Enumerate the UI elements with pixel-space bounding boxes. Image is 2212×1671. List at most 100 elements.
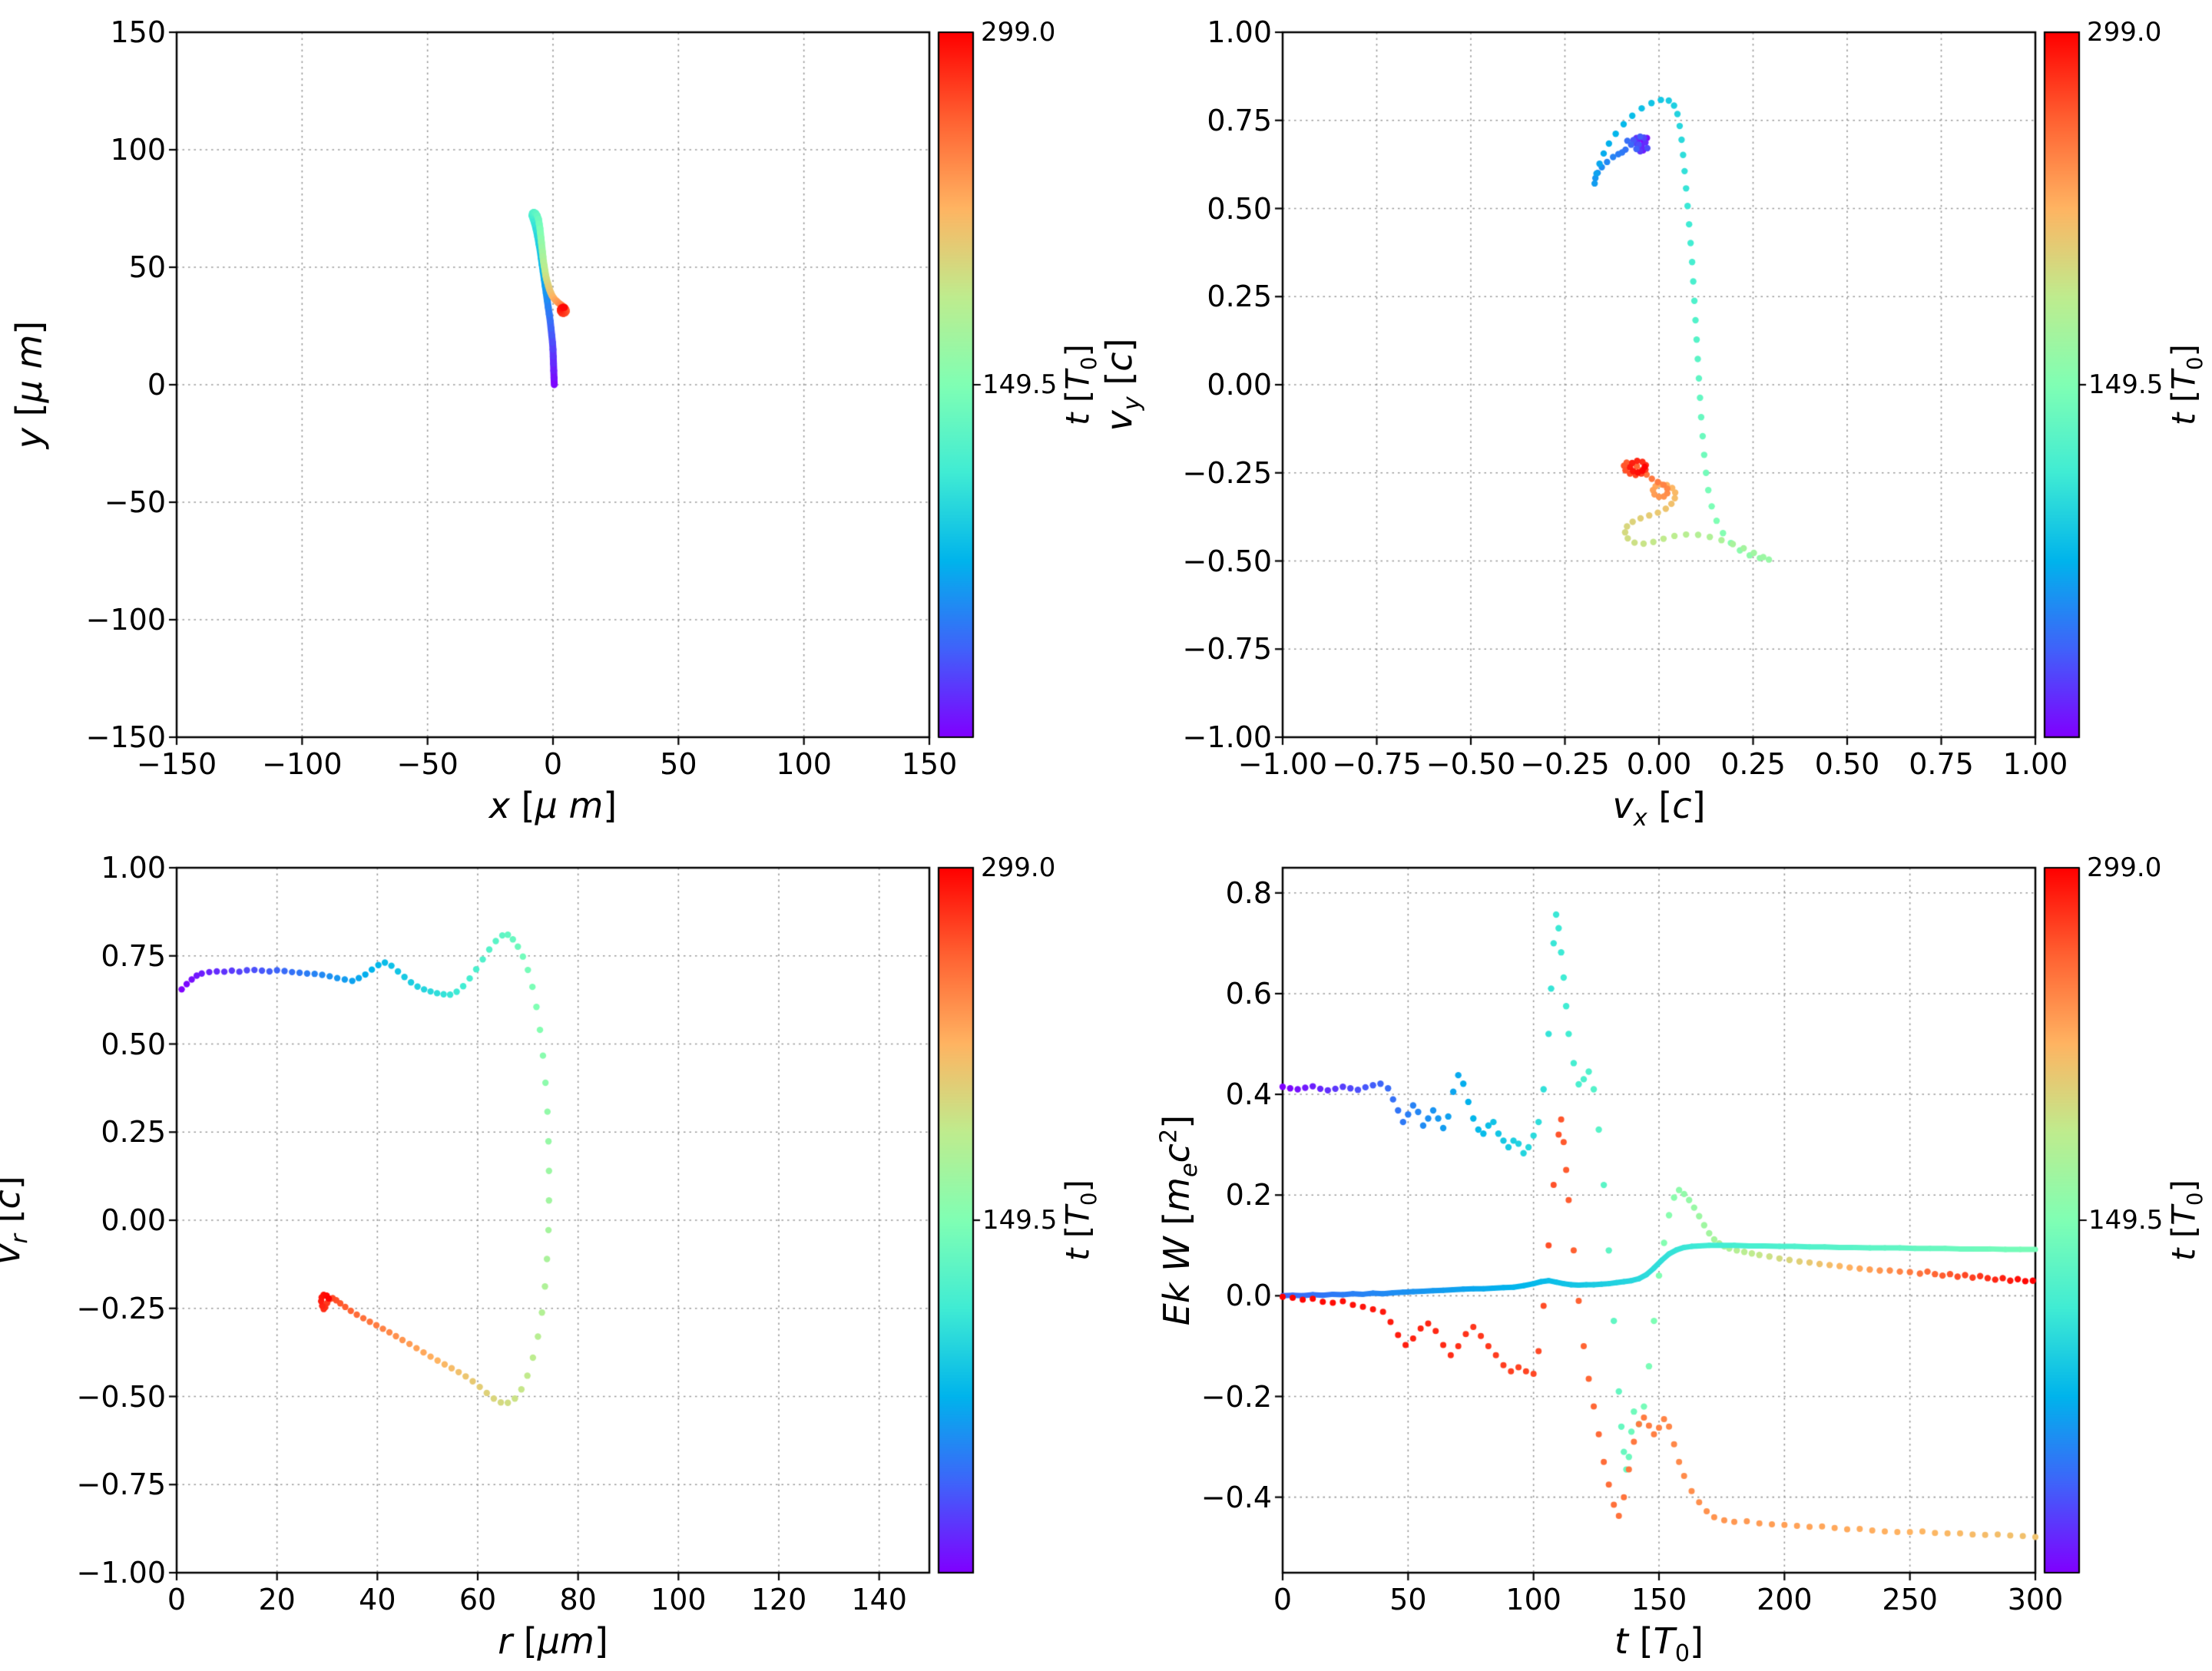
label-segment: T — [1653, 1620, 1675, 1662]
ytick-label: 0.6 — [1225, 976, 1272, 1011]
ytick-label: −0.25 — [76, 1291, 166, 1325]
colorbar-max-label: 299.0 — [2087, 17, 2162, 48]
label-segment: e — [1176, 1163, 1204, 1178]
xtick-label: −0.75 — [1332, 747, 1422, 781]
xtick-label: 200 — [1757, 1583, 1813, 1616]
xtick-label: 150 — [901, 747, 958, 781]
label-segment: 0 — [1674, 1640, 1690, 1668]
yaxis-label: vy [c] — [1098, 338, 1145, 432]
xtick-label: 0.25 — [1720, 747, 1786, 781]
xtick-label: 0 — [167, 1583, 187, 1616]
xaxis-label: x [μ m] — [489, 788, 617, 823]
label-segment: v — [0, 1244, 28, 1265]
label-segment: t — [2164, 412, 2203, 425]
ytick-label: 0.50 — [1207, 191, 1272, 226]
velocity-vxvy-canvas — [1106, 0, 2212, 836]
ytick-label: 1.00 — [1207, 15, 1272, 49]
label-segment: [ — [1058, 389, 1097, 413]
xtick-label: 140 — [851, 1583, 907, 1616]
label-segment: [ — [1058, 1225, 1097, 1249]
xtick-label: −0.50 — [1426, 747, 1516, 781]
label-segment: ] — [594, 1620, 608, 1662]
ytick-label: −0.50 — [76, 1379, 166, 1414]
ytick-label: −0.25 — [1182, 455, 1272, 490]
label-segment: Ek W — [1155, 1236, 1197, 1326]
label-segment: [ — [2164, 389, 2203, 413]
xtick-label: −50 — [396, 747, 459, 781]
label-segment: [ — [1628, 1620, 1654, 1662]
colorbar-max-label: 299.0 — [2087, 852, 2162, 883]
label-segment: 0 — [1075, 356, 1101, 371]
label-segment: [ — [512, 1620, 538, 1662]
label-segment: r — [498, 1620, 513, 1662]
colorbar-axis-label: t [T0] — [1058, 344, 1101, 425]
colorbar-axis-label: t [T0] — [2164, 344, 2207, 425]
ytick-label: 50 — [128, 250, 166, 284]
xtick-label: −0.25 — [1520, 747, 1610, 781]
yaxis-label: y [μ m] — [8, 321, 50, 448]
xtick-label: 0.00 — [1626, 747, 1692, 781]
ytick-label: −0.4 — [1200, 1480, 1272, 1514]
panel-radius-vr: 0 20 40 60 80 100 120 140 −1.00 −0.75 −0.50 −0.25 0.… — [0, 836, 1106, 1671]
label-segment: t — [1058, 412, 1097, 425]
ytick-label: 0.75 — [101, 938, 166, 973]
radius-vr-canvas — [0, 836, 1106, 1671]
label-segment: c — [1672, 785, 1692, 826]
label-segment: ] — [1058, 344, 1097, 357]
label-segment: c — [1098, 352, 1141, 372]
colorbar-max-label: 299.0 — [981, 17, 1056, 48]
xtick-label: −150 — [136, 747, 217, 781]
ytick-label: 0.0 — [1225, 1279, 1272, 1313]
label-segment: ] — [8, 320, 50, 335]
ytick-label: 0.2 — [1225, 1178, 1272, 1213]
xtick-label: 150 — [1631, 1583, 1687, 1616]
label-segment: x — [1633, 805, 1647, 832]
label-segment: t — [2164, 1248, 2203, 1261]
label-segment: t — [1058, 1248, 1097, 1261]
ytick-label: −150 — [85, 720, 166, 754]
label-segment: ] — [1098, 338, 1141, 352]
label-segment: ] — [2164, 1180, 2203, 1193]
label-segment: T — [1058, 1206, 1097, 1226]
label-segment: [ — [8, 402, 50, 417]
ytick-label: −0.50 — [1182, 544, 1272, 578]
label-segment: ] — [1690, 1620, 1704, 1662]
ytick-label: 0.25 — [101, 1115, 166, 1150]
label-segment: v — [1098, 410, 1141, 432]
xtick-label: 0.50 — [1814, 747, 1880, 781]
ytick-label: 0.4 — [1225, 1077, 1272, 1112]
colorbar-axis-label: t [T0] — [1058, 1180, 1101, 1261]
label-segment: [ — [1155, 1211, 1197, 1237]
label-segment: ] — [2164, 344, 2203, 357]
label-segment: m — [1155, 1177, 1197, 1212]
label-segment: T — [2164, 1206, 2203, 1226]
label-segment: ] — [1155, 1114, 1197, 1129]
xtick-label: 80 — [559, 1583, 597, 1616]
ytick-label: 0.50 — [101, 1027, 166, 1061]
label-segment: 0 — [2181, 356, 2207, 371]
xtick-label: 50 — [1389, 1583, 1427, 1616]
colorbar-mid-label: 149.5 — [2088, 369, 2164, 400]
xtick-label: 250 — [1882, 1583, 1938, 1616]
label-segment: c — [1155, 1143, 1197, 1163]
energy-time-canvas — [1106, 836, 2212, 1671]
xtick-label: 20 — [258, 1583, 296, 1616]
ytick-label: 0.00 — [1207, 368, 1272, 402]
label-segment: v — [1612, 785, 1634, 826]
label-segment: r — [6, 1234, 34, 1244]
label-segment: ] — [1058, 1180, 1097, 1193]
label-segment: x — [488, 785, 522, 826]
colorbar-mid-label: 149.5 — [982, 369, 1058, 400]
label-segment: T — [1058, 370, 1097, 390]
label-segment: 0 — [2181, 1192, 2207, 1206]
panel-energy-time: 0 50 100 150 200 250 300 0.8 0.6 0.4 0.2 0.0 −0.2 −0.… — [1106, 836, 2212, 1671]
label-segment: ] — [603, 785, 618, 826]
ytick-label: −1.00 — [76, 1556, 166, 1590]
colorbar-mid-label: 149.5 — [2088, 1205, 2164, 1236]
ytick-label: 0.00 — [101, 1203, 166, 1237]
xtick-label: −1.00 — [1237, 747, 1328, 781]
ytick-label: 1.00 — [101, 851, 166, 885]
label-segment: μm — [537, 1620, 594, 1662]
xaxis-label: vx [c] — [1612, 788, 1705, 831]
